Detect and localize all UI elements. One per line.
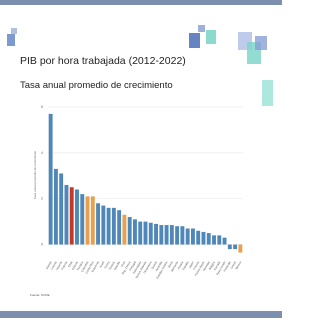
bar xyxy=(175,226,179,244)
plot: 0246IrlandaLetoniaLituaniaPoloniaChileEs… xyxy=(41,105,243,279)
bar xyxy=(59,173,63,244)
bar xyxy=(202,232,206,245)
bar xyxy=(112,208,116,245)
y-tick-label: 4 xyxy=(41,151,43,155)
source: Fuente: OCDE xyxy=(30,293,50,297)
bar xyxy=(207,233,211,244)
bar xyxy=(75,190,79,245)
bar xyxy=(107,208,111,245)
bar xyxy=(180,226,184,244)
bar xyxy=(186,228,190,244)
bar xyxy=(233,245,237,250)
bar xyxy=(196,231,200,245)
bar xyxy=(70,187,74,244)
bar xyxy=(170,225,174,244)
chart-subtitle: Tasa anual promedio de crecimiento xyxy=(20,80,173,91)
bar xyxy=(49,114,53,245)
bar xyxy=(165,225,169,244)
bar xyxy=(149,223,153,245)
bar xyxy=(91,196,95,244)
bar xyxy=(159,225,163,244)
bar xyxy=(223,238,227,245)
bar xyxy=(133,219,137,244)
bar xyxy=(154,224,158,245)
bar xyxy=(122,215,126,245)
bar xyxy=(212,235,216,244)
bar xyxy=(217,235,221,244)
bar xyxy=(101,206,105,245)
bar xyxy=(117,210,121,244)
bar xyxy=(64,185,68,245)
slide: PIB por hora trabajada (2012-2022) Tasa … xyxy=(0,0,282,318)
x-tick-label: México xyxy=(234,260,242,270)
bar xyxy=(238,245,242,253)
chart-title: PIB por hora trabajada (2012-2022) xyxy=(20,55,186,67)
bar xyxy=(228,245,232,250)
y-tick-label: 2 xyxy=(41,197,43,201)
y-tick-label: 6 xyxy=(41,105,43,109)
bar xyxy=(191,228,195,244)
y-axis-label: Tasa anual promedio de crecimiento xyxy=(33,151,37,200)
bottom-band xyxy=(0,311,282,318)
bar xyxy=(96,203,100,244)
bar xyxy=(138,222,142,245)
bar xyxy=(144,222,148,245)
bar xyxy=(86,196,90,244)
top-band xyxy=(0,0,282,5)
bar xyxy=(128,217,132,245)
bar xyxy=(54,169,58,245)
bar xyxy=(80,194,84,244)
y-tick-label: 0 xyxy=(41,243,43,247)
